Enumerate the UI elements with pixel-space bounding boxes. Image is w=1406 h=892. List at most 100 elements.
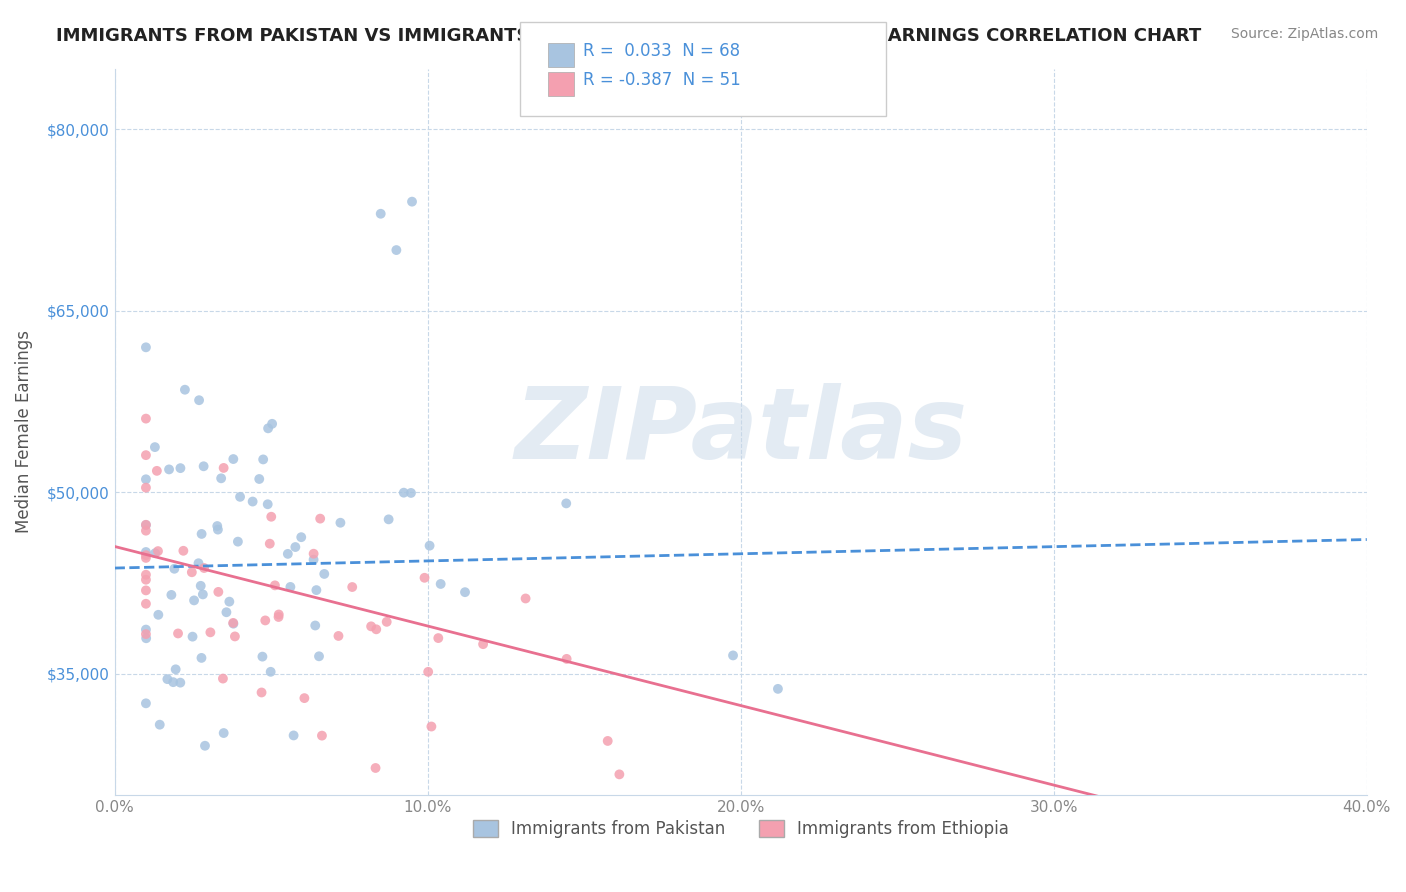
Point: [200, 625, 222, 640]
Point: [224, 629, 246, 643]
Point: [135, 597, 157, 611]
Point: [188, 393, 211, 408]
Point: [135, 340, 157, 354]
Point: [252, 452, 274, 467]
Point: [260, 665, 283, 679]
Point: [260, 509, 283, 524]
Point: [207, 585, 229, 599]
Point: [218, 594, 240, 608]
Point: [360, 619, 382, 633]
Point: [135, 583, 157, 598]
Point: [212, 461, 235, 475]
Point: [364, 761, 387, 775]
Point: [385, 243, 408, 257]
Point: [609, 767, 631, 781]
Point: [401, 194, 423, 209]
Point: [328, 629, 350, 643]
Point: [252, 649, 274, 664]
Point: [262, 417, 284, 431]
Point: [419, 539, 441, 553]
Point: [135, 573, 157, 587]
Point: [146, 464, 169, 478]
Point: [311, 729, 333, 743]
Point: [257, 421, 280, 435]
Point: [329, 516, 352, 530]
Point: [515, 591, 537, 606]
Point: [156, 672, 179, 686]
Point: [212, 672, 235, 686]
Point: [207, 519, 229, 533]
Point: [309, 799, 332, 814]
Point: [283, 728, 305, 742]
Point: [194, 739, 217, 753]
Point: [169, 461, 191, 475]
Point: [766, 681, 789, 696]
Point: [190, 527, 212, 541]
Point: [169, 675, 191, 690]
Point: [183, 593, 205, 607]
Point: [377, 512, 399, 526]
Point: [314, 566, 336, 581]
Point: [135, 411, 157, 425]
Point: [399, 486, 422, 500]
Point: [135, 696, 157, 710]
Point: [418, 665, 440, 679]
Point: [267, 607, 290, 622]
Point: [160, 588, 183, 602]
Point: [305, 583, 328, 598]
Text: ZIPatlas: ZIPatlas: [515, 383, 967, 480]
Point: [413, 571, 436, 585]
Point: [135, 632, 157, 646]
Point: [135, 448, 157, 462]
Point: [472, 637, 495, 651]
Point: [215, 605, 238, 619]
Point: [193, 561, 215, 575]
Point: [292, 691, 315, 706]
Point: [174, 383, 197, 397]
Point: [135, 627, 157, 641]
Text: R =  0.033  N = 68: R = 0.033 N = 68: [583, 42, 741, 60]
Point: [135, 623, 157, 637]
Point: [143, 440, 166, 454]
Point: [250, 685, 273, 699]
Point: [135, 518, 157, 533]
Point: [229, 490, 252, 504]
Point: [392, 485, 415, 500]
Point: [264, 578, 287, 592]
Point: [135, 517, 157, 532]
Point: [143, 546, 166, 560]
Point: [254, 614, 277, 628]
Point: [135, 550, 157, 565]
Point: [163, 562, 186, 576]
Point: [304, 618, 326, 632]
Point: [280, 580, 302, 594]
Point: [135, 545, 157, 559]
Point: [146, 544, 169, 558]
Point: [187, 556, 209, 570]
Point: [222, 452, 245, 467]
Point: [555, 496, 578, 510]
Point: [555, 652, 578, 666]
Point: [284, 540, 307, 554]
Point: [180, 566, 202, 580]
Point: [454, 585, 477, 599]
Point: [427, 631, 450, 645]
Point: [342, 580, 364, 594]
Point: [191, 587, 214, 601]
Point: [167, 626, 190, 640]
Point: [242, 494, 264, 508]
Point: [149, 717, 172, 731]
Point: [135, 472, 157, 486]
Point: [190, 651, 212, 665]
Point: [366, 622, 388, 636]
Point: [209, 471, 232, 485]
Point: [181, 630, 204, 644]
Point: [308, 649, 330, 664]
Text: Source: ZipAtlas.com: Source: ZipAtlas.com: [1230, 27, 1378, 41]
Point: [148, 607, 170, 622]
Point: [302, 547, 325, 561]
Point: [172, 543, 194, 558]
Point: [370, 207, 392, 221]
Point: [302, 552, 325, 566]
Point: [429, 577, 451, 591]
